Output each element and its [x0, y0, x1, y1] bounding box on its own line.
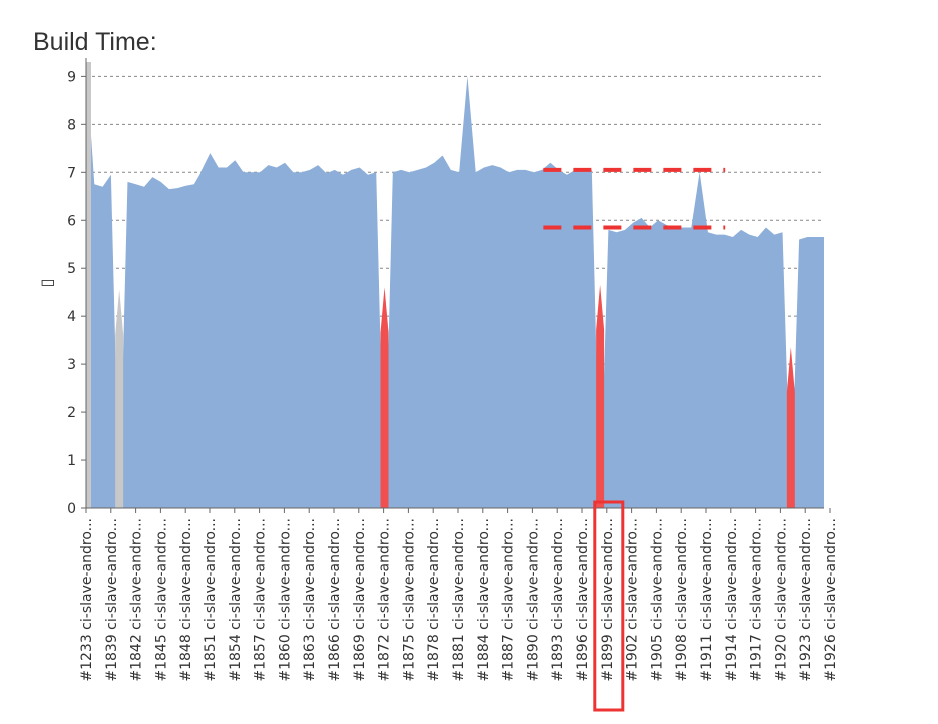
x-tick-label: #1845 ci-slave-andro... — [153, 518, 169, 682]
x-tick-label: #1926 ci-slave-andro... — [823, 518, 839, 682]
x-tick-label: #1905 ci-slave-andro... — [649, 518, 665, 682]
x-tick-label: #1863 ci-slave-andro... — [302, 518, 318, 682]
y-tick-label: 4 — [67, 309, 76, 325]
y-tick-label: 2 — [67, 405, 76, 421]
x-tick-label: #1923 ci-slave-andro... — [798, 518, 814, 682]
y-tick-label: 8 — [67, 117, 76, 133]
axes — [85, 58, 824, 509]
x-tick-label: #1908 ci-slave-andro... — [674, 518, 690, 682]
x-tick-label: #1860 ci-slave-andro... — [277, 518, 293, 682]
highlight-box — [593, 500, 625, 712]
aborted-build-marker — [115, 289, 124, 508]
failed-build-marker — [786, 347, 795, 508]
y-tick-label: 0 — [67, 501, 76, 517]
x-tick-label: #1914 ci-slave-andro... — [724, 518, 740, 682]
y-tick-label: 3 — [67, 357, 76, 373]
x-tick-label: #1911 ci-slave-andro... — [699, 518, 715, 682]
y-tick-label: 1 — [67, 453, 76, 469]
x-tick-label: #1920 ci-slave-andro... — [773, 518, 789, 682]
x-tick-label: #1899 ci-slave-andro... — [600, 518, 616, 682]
y-tick-label: 9 — [67, 69, 76, 85]
y-axis-ticks: 0 1 2 3 4 5 6 7 8 9 — [67, 69, 86, 517]
x-tick-label: #1884 ci-slave-andro... — [476, 518, 492, 682]
failed-build-marker — [380, 287, 389, 508]
x-tick-label: #1866 ci-slave-andro... — [327, 518, 343, 682]
x-tick-label: #1875 ci-slave-andro... — [401, 518, 417, 682]
x-tick-label: #1902 ci-slave-andro... — [625, 518, 641, 682]
x-tick-label: #1881 ci-slave-andro... — [451, 518, 467, 682]
page-title: Build Time: — [33, 28, 157, 56]
y-tick-label: 7 — [67, 165, 76, 181]
x-axis-ticks: #1233 ci-slave-andro... #1839 ci-slave-an… — [79, 508, 839, 682]
x-tick-label: #1842 ci-slave-andro... — [129, 518, 145, 682]
area-series-path — [86, 62, 824, 508]
y-tick-label: 5 — [67, 261, 76, 277]
failed-build-marker — [596, 284, 605, 508]
x-tick-label: #1896 ci-slave-andro... — [575, 518, 591, 682]
x-tick-label: #1848 ci-slave-andro... — [178, 518, 194, 682]
annotations — [543, 167, 726, 712]
y-axis-label: ▯ — [37, 279, 56, 288]
y-tick-label: 6 — [67, 213, 76, 229]
x-tick-label: #1233 ci-slave-andro... — [79, 518, 95, 682]
x-tick-label: #1893 ci-slave-andro... — [550, 518, 566, 682]
x-tick-label: #1872 ci-slave-andro... — [377, 518, 393, 682]
x-tick-label: #1851 ci-slave-andro... — [203, 518, 219, 682]
x-tick-label: #1917 ci-slave-andro... — [749, 518, 765, 682]
x-tick-label: #1878 ci-slave-andro... — [426, 518, 442, 682]
x-tick-label: #1854 ci-slave-andro... — [228, 518, 244, 682]
x-tick-label: #1839 ci-slave-andro... — [104, 518, 120, 682]
build-time-area — [86, 62, 824, 508]
x-tick-label: #1869 ci-slave-andro... — [352, 518, 368, 682]
x-tick-label: #1857 ci-slave-andro... — [253, 518, 269, 682]
aborted-build-marker — [86, 62, 91, 508]
x-tick-label: #1887 ci-slave-andro... — [501, 518, 517, 682]
x-tick-label: #1890 ci-slave-andro... — [525, 518, 541, 682]
